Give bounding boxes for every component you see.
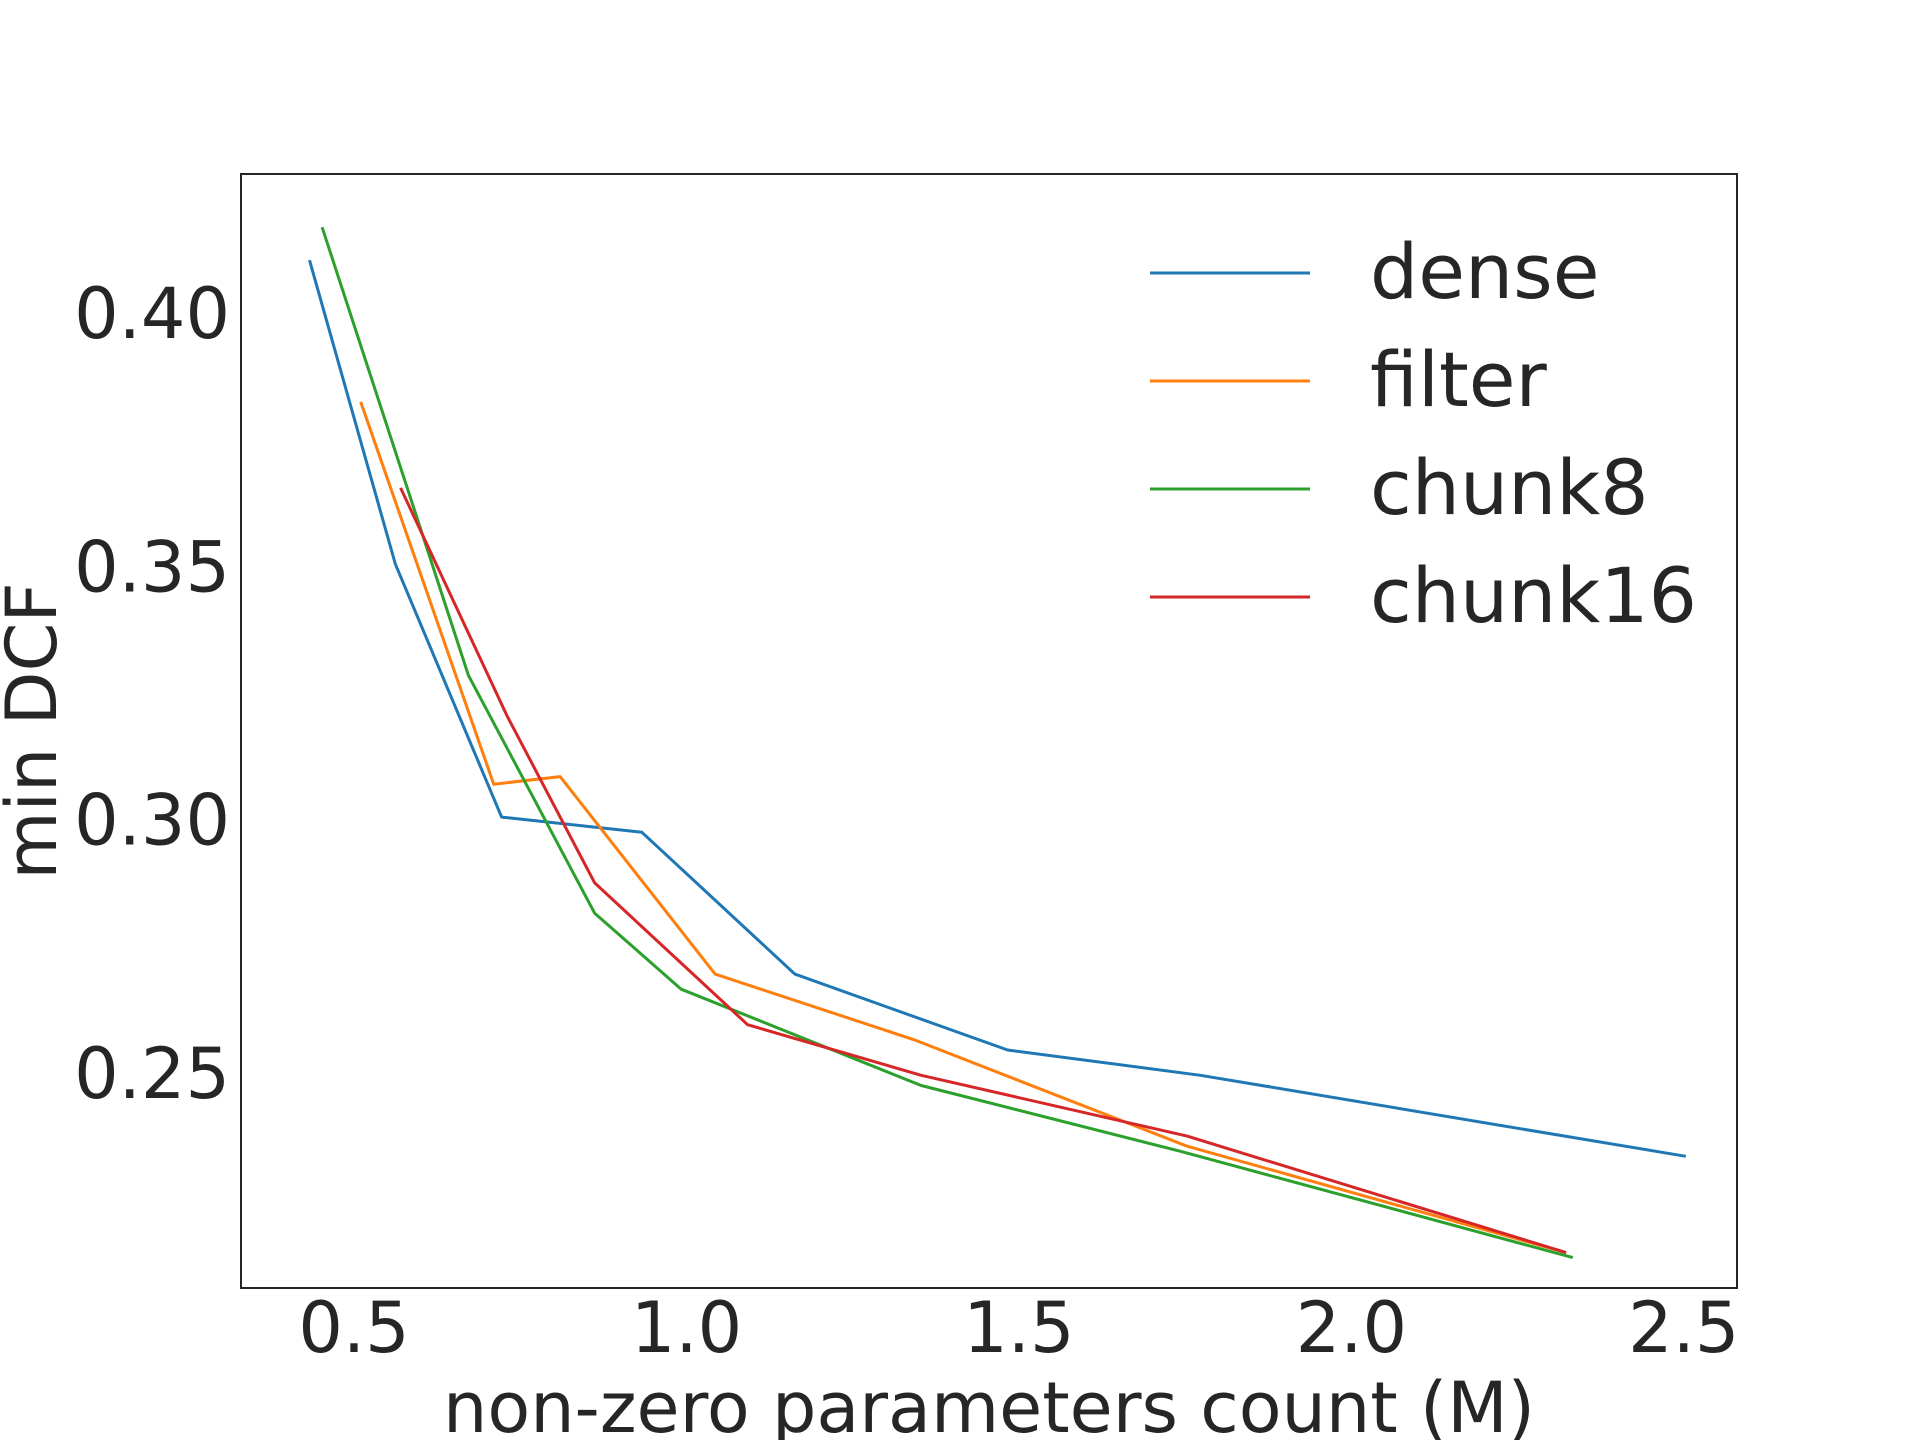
y-tick-label: 0.40: [74, 273, 230, 355]
x-tick-label: 2.0: [1296, 1287, 1407, 1369]
x-tick-labels: 0.5 1.0 1.5 2.0 2.5: [298, 1287, 1739, 1369]
plot-area-frame: [240, 173, 1738, 1289]
legend-entry-filter: filter: [1150, 335, 1548, 424]
y-tick-label: 0.30: [74, 780, 230, 862]
series-line-chunk16: [399, 487, 1567, 1255]
legend-entry-chunk8: chunk8: [1150, 443, 1649, 532]
y-axis-label: min DCF: [0, 582, 73, 879]
legend-label: filter: [1370, 335, 1548, 424]
series-line-filter: [359, 401, 1567, 1255]
y-tick-label: 0.25: [74, 1033, 230, 1115]
series-line-dense: [308, 259, 1687, 1158]
legend-label: chunk16: [1370, 551, 1697, 640]
y-tick-label: 0.35: [74, 526, 230, 608]
y-tick-labels: 0.25 0.30 0.35 0.40: [74, 273, 230, 1115]
x-tick-label: 1.5: [963, 1287, 1074, 1369]
x-tick-label: 0.5: [298, 1287, 409, 1369]
series-layer: [308, 226, 1687, 1260]
x-tick-label: 1.0: [631, 1287, 742, 1369]
x-tick-label: 2.5: [1628, 1287, 1739, 1369]
legend-label: chunk8: [1370, 443, 1649, 532]
legend-label: dense: [1370, 227, 1600, 316]
legend-entry-dense: dense: [1150, 227, 1600, 316]
legend: dense filter chunk8 chunk16: [1150, 227, 1697, 640]
series-line-chunk8: [320, 226, 1574, 1260]
x-axis-label: non-zero parameters count (M): [443, 1367, 1535, 1440]
legend-entry-chunk16: chunk16: [1150, 551, 1697, 640]
